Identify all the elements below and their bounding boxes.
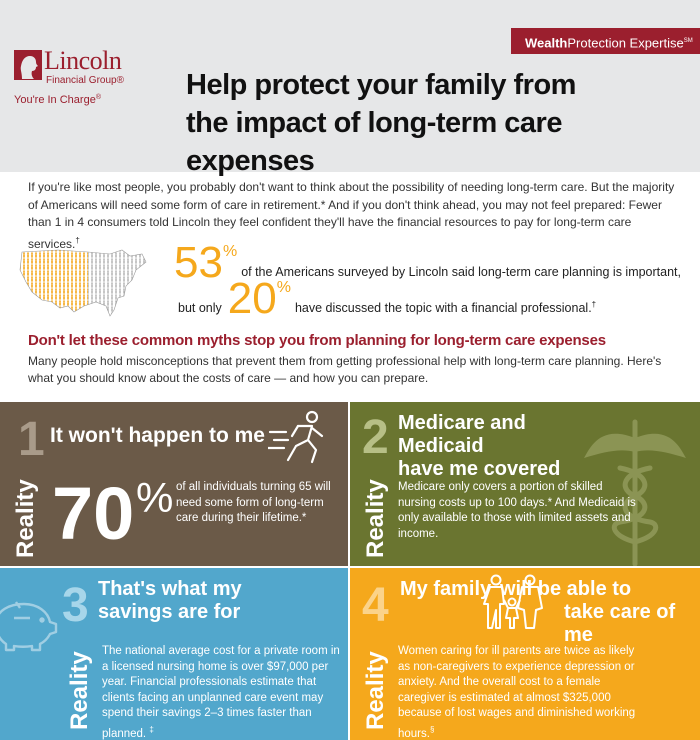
page-title: Help protect your family from the impact… bbox=[186, 69, 576, 177]
intro-paragraph: If you're like most people, you probably… bbox=[28, 180, 675, 251]
myth-title: Medicare and Medicaid have me covered bbox=[398, 412, 561, 480]
myths-paragraph: Many people hold misconceptions that pre… bbox=[28, 354, 662, 385]
reality-label: Reality bbox=[362, 651, 389, 730]
lincoln-logo[interactable]: Lincoln Financial Group® You're In Charg… bbox=[14, 46, 174, 108]
reality-text: Women caring for ill parents are twice a… bbox=[398, 645, 636, 740]
reality-label: Reality bbox=[66, 651, 93, 730]
lincoln-profile-icon bbox=[14, 50, 42, 80]
logo-tagline: You're In Charge® bbox=[14, 94, 101, 106]
reality-text: Medicare only covers a portion of skille… bbox=[398, 481, 636, 540]
myth-number: 4 bbox=[362, 579, 389, 632]
logo-subtitle: Financial Group® bbox=[46, 75, 124, 86]
myths-heading: Don't let these common myths stop you fr… bbox=[28, 332, 606, 349]
stat-20-percent: but only 20% have discussed the topic wi… bbox=[178, 274, 597, 323]
myth-title: It won't happen to me bbox=[50, 424, 265, 447]
caduceus-icon bbox=[584, 419, 686, 566]
myth-panel-3: 3 That's what my savings are for Reality… bbox=[0, 568, 348, 740]
myth-panel-4: 4 My family will be able to take care of… bbox=[350, 568, 700, 740]
myth-title-part1: My family bbox=[400, 578, 492, 600]
runner-icon bbox=[268, 410, 324, 464]
myth-title-part3: take care of me bbox=[564, 601, 676, 646]
us-map-people-icon bbox=[19, 249, 147, 317]
stat2-value: 20% bbox=[227, 274, 291, 323]
myth-number: 2 bbox=[362, 411, 389, 464]
myth-title-part2: will be able to bbox=[500, 578, 632, 600]
big-stat-70: 70 bbox=[52, 472, 135, 555]
reality-label: Reality bbox=[12, 479, 39, 558]
myth-number: 1 bbox=[18, 413, 45, 466]
reality-label: Reality bbox=[362, 479, 389, 558]
family-icon bbox=[483, 574, 543, 629]
big-stat-percent: % bbox=[136, 474, 174, 521]
reality-text: of all individuals turning 65 will need … bbox=[176, 481, 331, 524]
logo-wordmark: Lincoln bbox=[44, 46, 122, 75]
myth-title: That's what my savings are for bbox=[98, 578, 242, 623]
myth-panel-1: 1 It won't happen to me Reality 70 % of … bbox=[0, 402, 348, 566]
myth-panel-2: 2 Medicare and Medicaid have me covered … bbox=[350, 402, 700, 566]
stat1-value: 53% bbox=[174, 238, 238, 287]
header-band: WealthProtection ExpertiseSM Lincoln Fin… bbox=[0, 0, 700, 177]
piggy-bank-icon bbox=[0, 601, 58, 652]
reality-text: The national average cost for a private … bbox=[102, 645, 340, 740]
stat-53-percent: 53% of the Americans surveyed by Lincoln… bbox=[174, 238, 681, 287]
wealth-protection-tab: WealthProtection ExpertiseSM bbox=[511, 28, 700, 54]
myth-number: 3 bbox=[62, 579, 89, 632]
